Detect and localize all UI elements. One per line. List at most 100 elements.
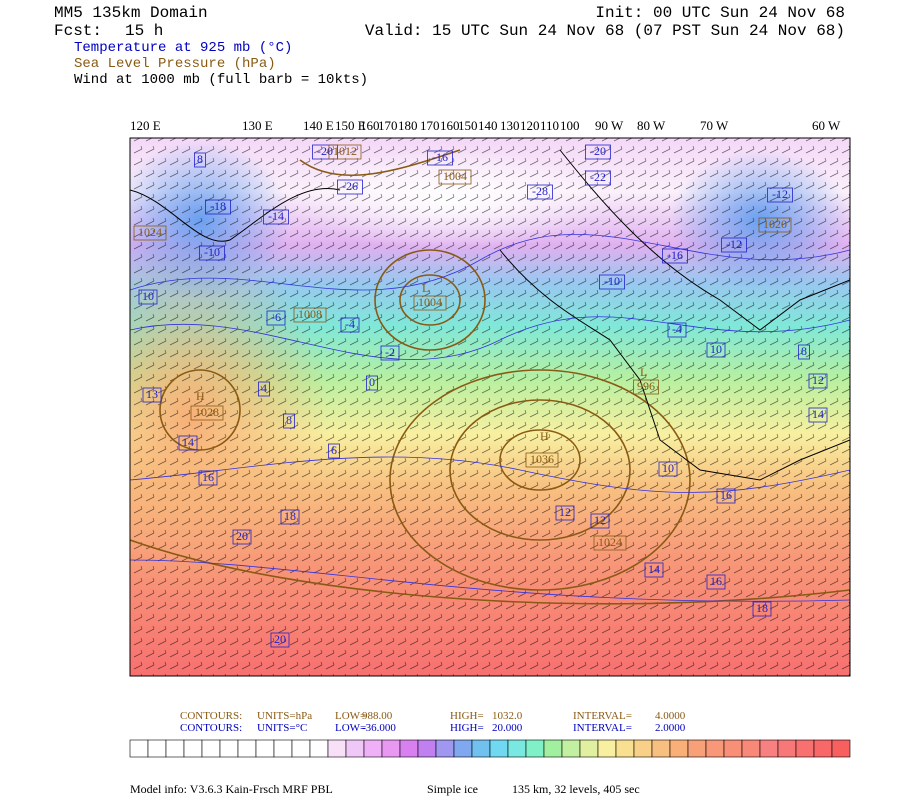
- longitude-label: 80 W: [637, 118, 666, 133]
- temp-label: 12: [594, 513, 606, 527]
- colorbar-cell: [723, 739, 743, 758]
- legend-temp: UNITS=°C: [257, 722, 307, 734]
- field-temp: Temperature at 925 mb (°C): [74, 40, 292, 56]
- slp-label: 996: [637, 379, 655, 393]
- temp-label: -12: [772, 187, 788, 201]
- longitude-label: 170: [420, 118, 440, 133]
- longitude-label: 170: [378, 118, 398, 133]
- temp-label-box: [721, 237, 747, 253]
- slp-label-box: [413, 295, 447, 311]
- footer-text: Model info: V3.6.3 Kain-Frsch MRF PBL: [130, 782, 333, 796]
- legend-temp: HIGH=: [450, 722, 484, 734]
- legend-temp: CONTOURS:: [180, 722, 242, 734]
- legend-slp: UNITS=hPa: [257, 710, 312, 722]
- temp-label: 14: [182, 435, 194, 449]
- temp-label: 12: [559, 505, 571, 519]
- colorbar-cell: [705, 739, 725, 758]
- slp-label: 1012: [333, 144, 357, 158]
- slp-label-box: [438, 169, 472, 185]
- temp-label: -22: [590, 170, 606, 184]
- temp-label-box: [798, 344, 810, 360]
- legend: CONTOURS: UNITS=hPa LOW=988.00 HIGH= 1032.0 I…: [180, 710, 686, 734]
- map-frame: [129, 137, 851, 677]
- colorbar-cell: [831, 739, 851, 758]
- temp-label-box: [644, 562, 664, 578]
- temp-label: 10: [142, 289, 154, 303]
- colorbar-cell: [237, 739, 257, 758]
- temp-label-box: [808, 373, 828, 389]
- colorbar-cell: [435, 739, 455, 758]
- temp-label-box: [178, 435, 198, 451]
- temp-label: 0: [369, 375, 375, 389]
- longitude-label: 130: [500, 118, 520, 133]
- legend-slp: INTERVAL=: [573, 710, 632, 722]
- slp-label: 1004: [418, 295, 442, 309]
- slp-label-box: [593, 535, 627, 551]
- temp-label: -26: [342, 179, 358, 193]
- temp-label-box: [667, 322, 687, 338]
- colorbar-cell: [129, 739, 149, 758]
- footer-text: Simple ice: [427, 782, 478, 796]
- temp-label-box: [767, 187, 793, 203]
- longitude-label: 160: [440, 118, 460, 133]
- temp-label: 16: [720, 488, 732, 502]
- model-title: MM5 135km Domain: [54, 4, 208, 22]
- slp-label-box: [190, 405, 224, 421]
- temp-label-box: [328, 443, 340, 459]
- temp-label-box: [232, 529, 252, 545]
- temp-label-box: [270, 632, 290, 648]
- temp-label: 14: [648, 562, 660, 576]
- longitude-label: 150: [458, 118, 478, 133]
- temp-label-box: [312, 144, 338, 160]
- isotherms: [130, 234, 850, 602]
- temp-label-box: [585, 170, 611, 186]
- temp-label-box: [716, 488, 736, 504]
- temp-label-box: [280, 509, 300, 525]
- temp-label: 16: [710, 574, 722, 588]
- temp-label: 20: [274, 632, 286, 646]
- colorbar-cell: [381, 739, 401, 758]
- temp-label: -28: [532, 184, 548, 198]
- temp-label: -6: [271, 310, 281, 324]
- temp-label: 18: [284, 509, 296, 523]
- temp-label-box: [283, 413, 295, 429]
- temp-label: -18: [210, 199, 226, 213]
- slp-label: 1028: [195, 405, 219, 419]
- slp-label-box: [133, 225, 167, 241]
- colorbar-cell: [687, 739, 707, 758]
- temp-label-box: [752, 601, 772, 617]
- temp-label: 10: [662, 461, 674, 475]
- temp-label-box: [706, 574, 726, 590]
- colorbar-cell: [183, 739, 203, 758]
- colorbar-cell: [219, 739, 239, 758]
- longitude-label: 100: [560, 118, 580, 133]
- temp-label: 14: [812, 407, 824, 421]
- slp-label: 1024: [598, 535, 622, 549]
- colorbar-cell: [453, 739, 473, 758]
- slp-label: 1036: [530, 452, 554, 466]
- colorbar-cell: [255, 739, 275, 758]
- longitude-label: 150 E: [335, 118, 366, 133]
- colorbar-cell: [291, 739, 311, 758]
- temp-label-box: [194, 152, 206, 168]
- colorbar-cell: [741, 739, 761, 758]
- temp-label-box: [142, 387, 162, 403]
- temp-label-box: [366, 375, 378, 391]
- legend-slp: HIGH=: [450, 710, 484, 722]
- temp-label-box: [599, 274, 625, 290]
- colorbar-cell: [471, 739, 491, 758]
- longitude-label: 60 W: [812, 118, 841, 133]
- temp-label: 8: [197, 152, 203, 166]
- wind-barbs: [130, 138, 850, 676]
- temp-label-box: [198, 470, 218, 486]
- temp-label: -20: [590, 144, 606, 158]
- temp-label: 10: [710, 342, 722, 356]
- longitude-label: 70 W: [700, 118, 729, 133]
- high-marker: H: [196, 389, 205, 403]
- legend-temp: 2.0000: [655, 722, 686, 734]
- legend-slp: 1032.0: [492, 710, 523, 722]
- temp-label: -10: [604, 274, 620, 288]
- colorbar-cell: [813, 739, 833, 758]
- slp-label: 1008: [298, 307, 322, 321]
